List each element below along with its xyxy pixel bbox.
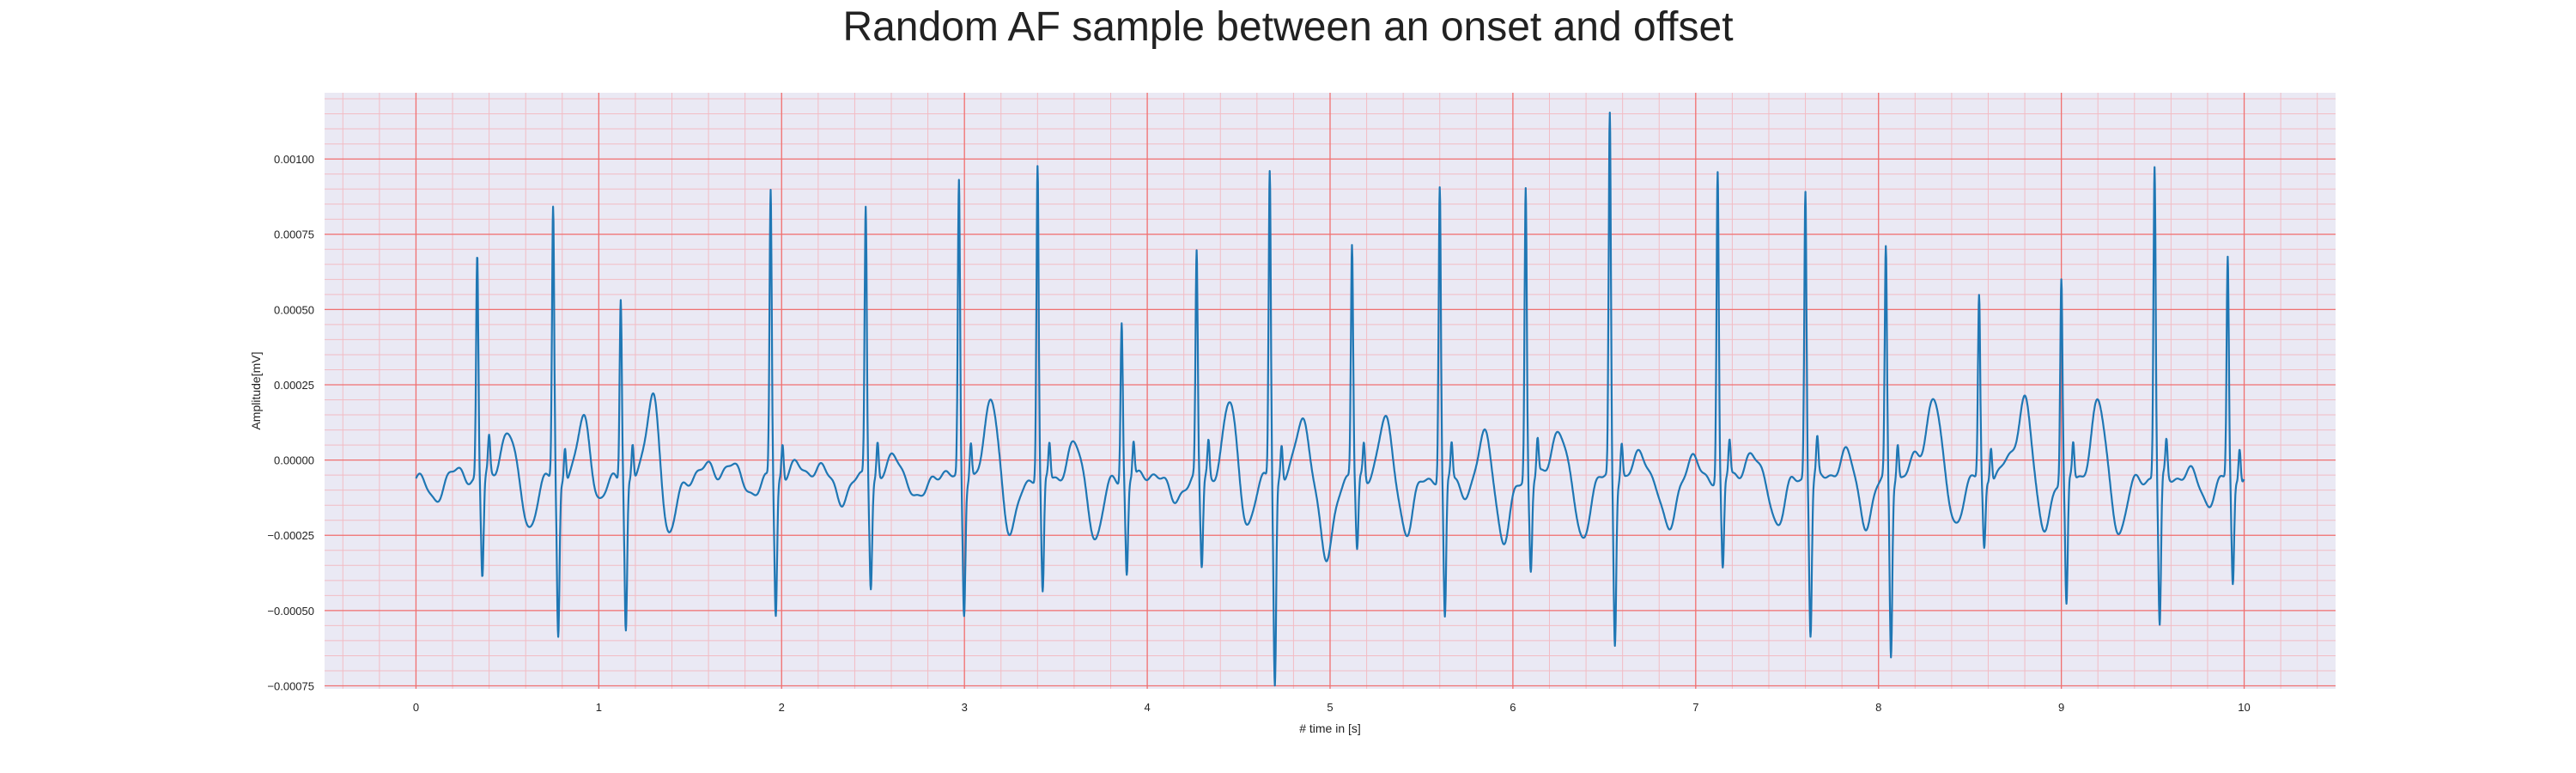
x-tick-label: 5 — [1327, 701, 1333, 714]
y-tick-label: −0.00050 — [267, 605, 314, 618]
y-tick-label: 0.00025 — [274, 379, 314, 392]
series-line-ecg — [415, 112, 2245, 687]
x-tick-label: 3 — [962, 701, 968, 714]
x-tick-label: 7 — [1692, 701, 1698, 714]
x-tick-label: 8 — [1875, 701, 1881, 714]
x-tick-label: 6 — [1510, 701, 1516, 714]
chart-title: Random AF sample between an onset and of… — [842, 4, 1734, 50]
x-tick-label: 1 — [596, 701, 602, 714]
y-tick-label: 0.00050 — [274, 303, 314, 316]
y-tick-label: −0.00025 — [267, 529, 314, 542]
x-tick-label: 10 — [2238, 701, 2250, 714]
x-tick-label: 9 — [2058, 701, 2064, 714]
y-axis-label: Amplitude[mV] — [249, 351, 263, 429]
y-tick-label: −0.00075 — [267, 679, 314, 692]
major-grid — [325, 93, 2336, 689]
y-tick-label: 0.00100 — [274, 153, 314, 166]
y-tick-labels: −0.00075 −0.00050 −0.00025 0.00000 0.00025 0.… — [267, 153, 314, 692]
x-tick-labels: 0 1 2 3 4 5 6 7 8 9 10 — [413, 701, 2251, 714]
x-tick-label: 2 — [779, 701, 785, 714]
x-tick-label: 4 — [1144, 701, 1150, 714]
y-tick-label: 0.00075 — [274, 228, 314, 241]
x-tick-label: 0 — [413, 701, 419, 714]
y-tick-label: 0.00000 — [274, 454, 314, 467]
x-axis-label: # time in [s] — [1299, 721, 1361, 735]
